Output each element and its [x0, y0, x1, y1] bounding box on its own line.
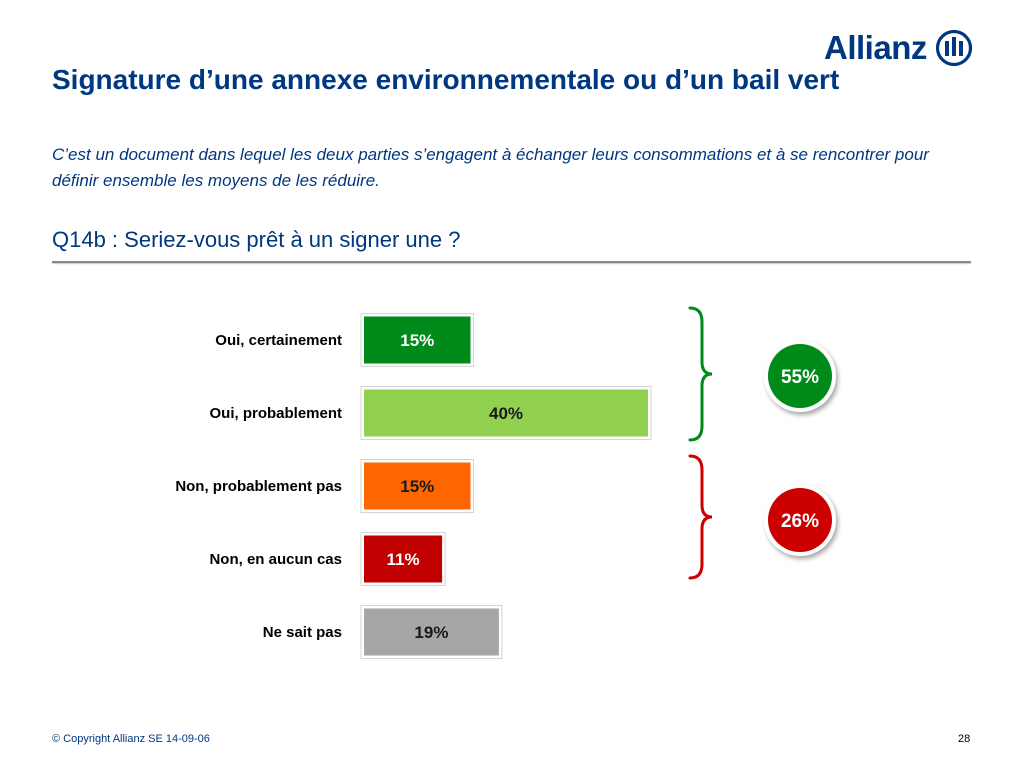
bar	[364, 462, 471, 510]
category-label: Oui, certainement	[215, 332, 342, 349]
copyright-text: © Copyright Allianz SE 14-09-06	[52, 733, 210, 745]
intro-text: C’est un document dans lequel les deux p…	[52, 145, 929, 190]
group-brace	[688, 306, 713, 442]
bars-layer: 15% Oui, certainement 40% Oui, probablement…	[175, 313, 652, 659]
category-label: Ne sait pas	[263, 624, 342, 641]
logo-text: Allianz	[824, 29, 927, 66]
group-total-circle	[768, 344, 832, 408]
bar	[364, 608, 499, 656]
allianz-eagle-icon	[935, 29, 972, 67]
page-title: Signature d’une annexe environnementale …	[52, 64, 840, 95]
group-total-label: 26%	[781, 511, 819, 532]
divider	[52, 261, 971, 263]
category-label: Oui, probablement	[209, 405, 342, 422]
bar-value-label: 40%	[489, 404, 523, 423]
survey-bar-chart: 15% Oui, certainement 40% Oui, probablement…	[175, 306, 836, 659]
bar	[364, 535, 443, 583]
group-total-label: 55%	[781, 367, 819, 388]
groups-layer: 55% 26%	[688, 306, 836, 580]
question-text: Q14b : Seriez-vous prêt à un signer une …	[52, 227, 461, 252]
bar-value-label: 15%	[400, 477, 434, 496]
page-number: 28	[958, 733, 971, 745]
group-total-circle	[768, 488, 832, 552]
bar-value-label: 15%	[400, 331, 434, 350]
bar	[364, 389, 648, 437]
bar	[364, 316, 471, 364]
bar-value-label: 11%	[387, 550, 420, 569]
bar-value-label: 19%	[414, 623, 448, 642]
group-brace	[688, 454, 713, 580]
category-label: Non, probablement pas	[175, 478, 342, 495]
allianz-logo: Allianz	[824, 26, 973, 70]
category-label: Non, en aucun cas	[209, 551, 342, 568]
